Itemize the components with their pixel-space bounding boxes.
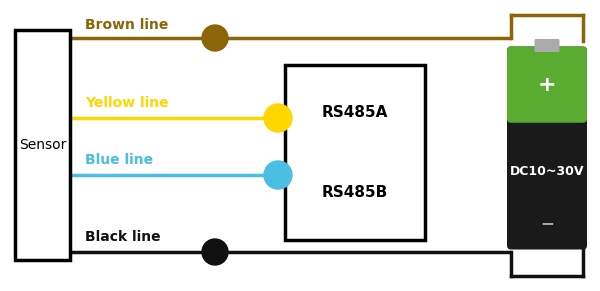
Text: RS485A: RS485A bbox=[322, 105, 388, 120]
FancyBboxPatch shape bbox=[507, 47, 587, 123]
Text: Black line: Black line bbox=[85, 230, 161, 244]
Circle shape bbox=[202, 239, 228, 265]
Text: DC10~30V: DC10~30V bbox=[510, 166, 584, 178]
Bar bbox=[15, 30, 70, 260]
Text: Sensor: Sensor bbox=[19, 138, 66, 152]
Text: −: − bbox=[540, 214, 554, 232]
Bar bbox=[512, 107, 582, 119]
Text: +: + bbox=[538, 74, 556, 95]
Text: RS485B: RS485B bbox=[322, 185, 388, 200]
Bar bbox=[285, 65, 425, 240]
Circle shape bbox=[264, 161, 292, 189]
FancyBboxPatch shape bbox=[535, 39, 560, 52]
FancyBboxPatch shape bbox=[507, 47, 587, 249]
Text: Yellow line: Yellow line bbox=[85, 96, 169, 110]
Circle shape bbox=[202, 25, 228, 51]
Text: Blue line: Blue line bbox=[85, 153, 153, 167]
Text: Brown line: Brown line bbox=[85, 18, 169, 32]
Circle shape bbox=[264, 104, 292, 132]
